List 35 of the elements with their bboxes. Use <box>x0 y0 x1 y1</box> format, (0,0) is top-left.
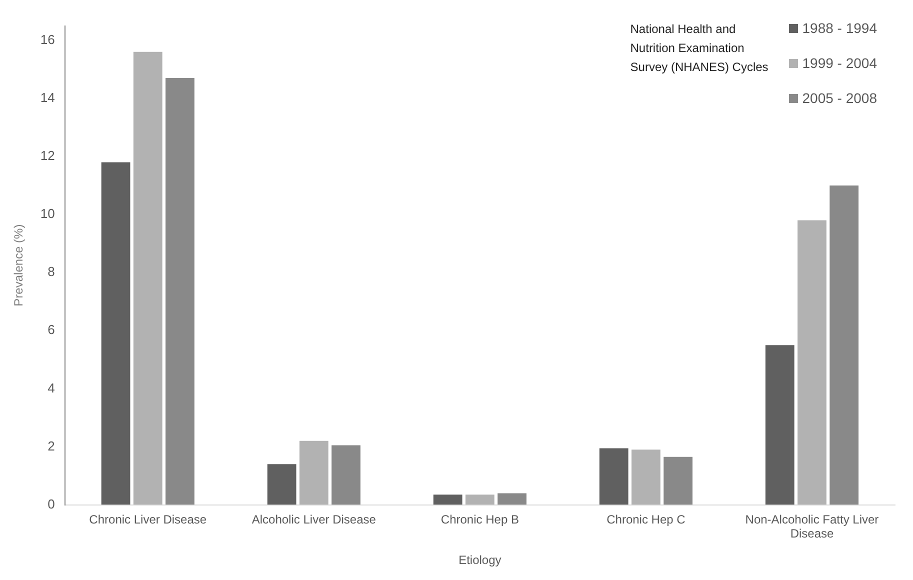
y-tick-label: 0 <box>48 496 55 512</box>
legend-label: 2005 - 2008 <box>802 90 877 106</box>
bar <box>798 220 826 505</box>
y-tick-label: 2 <box>48 438 55 454</box>
bar <box>267 464 296 505</box>
x-tick-label: Chronic Hep C <box>606 512 686 526</box>
y-tick-label: 14 <box>40 90 55 105</box>
x-tick-label: Chronic Liver Disease <box>89 512 207 526</box>
x-axis-title: Etiology <box>458 553 502 568</box>
y-axis-title: Prevalence (%) <box>12 224 26 306</box>
legend-label: 1988 - 1994 <box>802 20 877 36</box>
y-tick-label: 10 <box>40 206 55 222</box>
legend-label: 1999 - 2004 <box>802 55 877 71</box>
x-tick-label: Non-Alcoholic Fatty Liver Disease <box>745 512 879 541</box>
bar <box>101 162 130 505</box>
y-tick-label: 16 <box>40 32 55 47</box>
bar <box>830 185 859 505</box>
legend-title: National Health and Nutrition Examination Survey (NHANES) Cycles <box>630 21 770 76</box>
bar <box>299 440 328 505</box>
y-tick-label: 6 <box>48 322 55 338</box>
bar <box>332 445 360 505</box>
bar <box>465 494 494 505</box>
x-tick-label: Alcoholic Liver Disease <box>252 512 376 526</box>
bar <box>498 493 526 505</box>
bar <box>632 450 660 505</box>
y-tick-label: 4 <box>48 380 55 396</box>
y-tick-label: 8 <box>48 264 55 280</box>
bar <box>599 448 628 505</box>
x-tick-label: Chronic Hep B <box>440 512 519 526</box>
bar <box>166 78 194 505</box>
y-tick-label: 12 <box>40 148 55 164</box>
bar <box>133 52 162 505</box>
bar <box>765 345 794 505</box>
bar <box>664 456 692 505</box>
bar <box>433 494 462 505</box>
